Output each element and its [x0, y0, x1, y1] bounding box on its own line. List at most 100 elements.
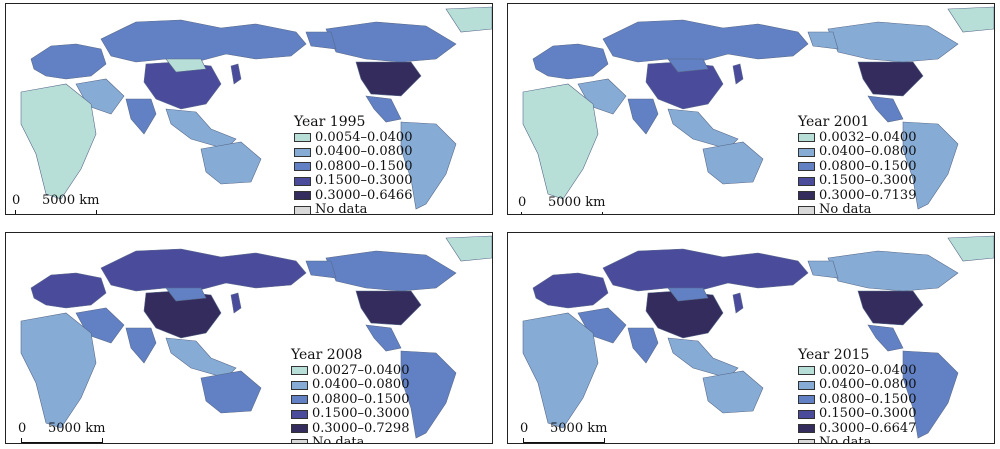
legend-range-1: 0.0054–0.0400 — [315, 129, 413, 145]
legend-range-3: 0.0800–0.1500 — [315, 158, 413, 174]
scale-bar: 0 5000 km — [12, 193, 132, 214]
region-mexico — [867, 95, 904, 123]
legend-2015: Year 2015 0.0020–0.0400 0.0400–0.0800 0.… — [798, 347, 917, 444]
swatch-class-5 — [294, 191, 311, 201]
legend-range-3: 0.0800–0.1500 — [819, 158, 917, 174]
legend-range-5: 0.3000–0.7298 — [312, 420, 410, 436]
region-africa — [522, 83, 599, 200]
swatch-no-data — [798, 438, 815, 443]
swatch-no-data — [798, 205, 815, 214]
region-europe — [30, 43, 107, 80]
legend-title: Year 2008 — [291, 347, 363, 363]
region-alaska — [305, 31, 337, 50]
scale-zero-label: 0 — [520, 421, 529, 436]
legend-range-4: 0.1500–0.3000 — [819, 173, 917, 188]
region-greenland — [445, 6, 492, 33]
legend-range-3: 0.0800–0.1500 — [819, 391, 917, 407]
scale-zero-label: 0 — [518, 195, 527, 210]
legend-entry-5: 0.3000–0.7139 — [798, 187, 917, 204]
swatch-class-4 — [798, 409, 815, 419]
region-usa — [857, 61, 924, 97]
scale-distance-label: 5000 km — [42, 193, 100, 208]
legend-entry-nodata: No data — [291, 435, 409, 443]
legend-entry-1: 0.0032–0.0400 — [798, 129, 917, 146]
legend-entry-3: 0.0800–0.1500 — [798, 158, 917, 175]
region-south-america — [902, 350, 959, 439]
legend-entry-1: 0.0027–0.0400 — [291, 362, 410, 379]
scale-line — [523, 438, 605, 443]
region-russia — [100, 19, 307, 63]
region-japan — [230, 63, 242, 85]
legend-entry-4: 0.1500–0.3000 — [798, 406, 916, 422]
legend-range-1: 0.0027–0.0400 — [312, 362, 410, 378]
legend-no-data: No data — [819, 435, 872, 444]
region-australia — [200, 370, 262, 414]
legend-range-1: 0.0020–0.0400 — [819, 362, 917, 378]
region-africa — [20, 83, 97, 200]
swatch-class-1 — [294, 133, 311, 143]
map-panel-1995: Year 1995 0.0054–0.0400 0.0400–0.0800 0.… — [5, 3, 493, 215]
region-mexico — [365, 324, 402, 352]
legend-range-2: 0.0400–0.0800 — [315, 144, 413, 159]
legend-entry-5: 0.3000–0.6466 — [294, 188, 412, 204]
region-southeast-asia — [667, 337, 739, 379]
region-mexico — [867, 324, 904, 352]
swatch-class-2 — [798, 380, 815, 390]
legend-range-5: 0.3000–0.7139 — [819, 187, 917, 203]
region-japan — [732, 292, 744, 314]
legend-entry-nodata: No data — [294, 202, 412, 215]
scale-distance-label: 5000 km — [550, 421, 608, 436]
region-europe — [30, 272, 107, 309]
swatch-class-3 — [798, 395, 815, 405]
legend-entry-4: 0.1500–0.3000 — [294, 173, 413, 189]
swatch-no-data — [294, 205, 311, 214]
swatch-class-4 — [291, 409, 308, 419]
region-russia — [602, 19, 809, 63]
region-southeast-asia — [165, 337, 237, 379]
region-australia — [200, 141, 262, 185]
region-greenland — [445, 235, 492, 262]
world-map-2008 — [20, 235, 492, 439]
swatch-class-4 — [798, 176, 815, 186]
region-south-america — [400, 350, 457, 439]
legend-title: Year 2015 — [798, 347, 870, 363]
region-europe — [532, 272, 609, 309]
world-map-2001 — [522, 6, 994, 210]
swatch-class-1 — [798, 133, 815, 143]
map-panel-2001: Year 2001 0.0032–0.0400 0.0400–0.0800 0.… — [507, 3, 995, 215]
swatch-class-1 — [798, 366, 815, 376]
swatch-class-3 — [798, 162, 815, 172]
legend-entry-3: 0.0800–0.1500 — [294, 158, 413, 175]
scale-zero-label: 0 — [12, 193, 21, 208]
region-canada — [827, 250, 959, 292]
scale-distance-label: 5000 km — [48, 421, 106, 436]
region-south-america — [902, 121, 959, 210]
legend-range-4: 0.1500–0.3000 — [312, 406, 410, 421]
legend-entry-2: 0.0400–0.0800 — [798, 377, 916, 393]
legend-range-1: 0.0032–0.0400 — [819, 129, 917, 145]
legend-2001: Year 2001 0.0032–0.0400 0.0400–0.0800 0.… — [798, 115, 917, 215]
legend-no-data: No data — [315, 202, 368, 215]
region-south-america — [400, 121, 457, 210]
scale-bar: 0 5000 km — [518, 195, 638, 214]
swatch-class-3 — [294, 162, 311, 172]
world-map-2015 — [522, 235, 994, 439]
region-usa — [857, 290, 924, 326]
legend-2008: Year 2008 0.0027–0.0400 0.0400–0.0800 0.… — [291, 347, 410, 443]
scale-line — [521, 212, 603, 214]
region-australia — [702, 141, 764, 185]
legend-entry-4: 0.1500–0.3000 — [291, 406, 410, 422]
legend-range-2: 0.0400–0.0800 — [819, 144, 917, 159]
legend-entry-nodata: No data — [798, 202, 916, 215]
legend-no-data: No data — [819, 202, 872, 215]
swatch-class-5 — [798, 424, 815, 434]
map-panel-2015: Year 2015 0.0020–0.0400 0.0400–0.0800 0.… — [507, 232, 995, 444]
map-panel-2008: Year 2008 0.0027–0.0400 0.0400–0.0800 0.… — [5, 232, 493, 444]
scale-line — [21, 438, 103, 443]
region-africa — [20, 312, 97, 429]
legend-range-4: 0.1500–0.3000 — [315, 173, 413, 188]
region-canada — [325, 21, 457, 63]
region-southeast-asia — [165, 108, 237, 150]
legend-range-5: 0.3000–0.6647 — [819, 420, 917, 436]
swatch-class-3 — [291, 395, 308, 405]
